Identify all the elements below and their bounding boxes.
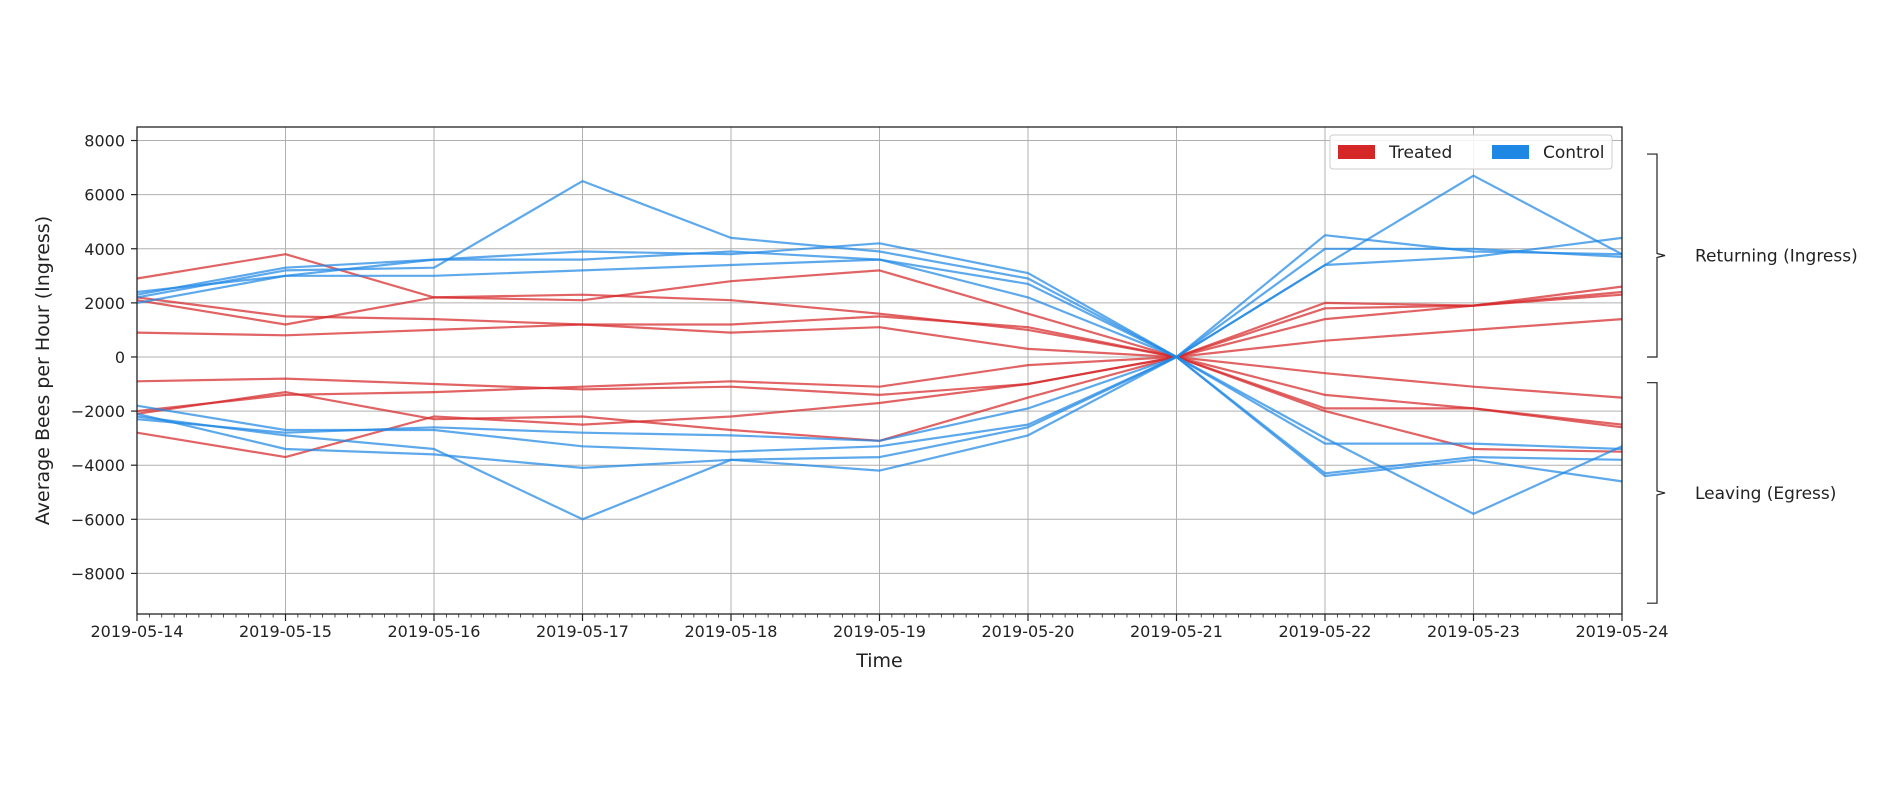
series-line-treated-2 — [136, 293, 1623, 359]
series-line-treated-4 — [136, 318, 1623, 359]
series-lines — [136, 174, 1623, 521]
x-tick-label: 2019-05-16 — [388, 622, 481, 641]
y-tick-label: 6000 — [84, 186, 125, 205]
series-line-treated-3 — [136, 290, 1623, 359]
y-tick-label: 2000 — [84, 294, 125, 313]
leaving-brace — [1647, 382, 1666, 604]
series-line-control-12 — [136, 236, 1623, 359]
legend-swatch-control — [1492, 145, 1529, 159]
y-tick-label: 4000 — [84, 240, 125, 259]
x-tick-label: 2019-05-15 — [239, 622, 332, 641]
legend-box — [1329, 134, 1613, 170]
y-tick-label: −6000 — [71, 510, 125, 529]
series-line-control-9 — [136, 234, 1623, 359]
y-tick-label: 8000 — [84, 132, 125, 151]
x-tick-label: 2019-05-20 — [982, 622, 1075, 641]
x-axis-label: Time — [855, 650, 903, 672]
y-tick-label: 0 — [115, 348, 125, 367]
y-axis-label: Average Bees per Hour (Ingress) — [32, 216, 54, 525]
x-axis: 2019-05-14 2019-05-15 2019-05-16 2019-05-17… — [91, 614, 1669, 641]
series-line-control-14 — [136, 355, 1623, 483]
grid — [136, 127, 1623, 614]
legend: Treated Control — [1329, 134, 1613, 170]
legend-label-control: Control — [1543, 143, 1604, 163]
series-line-treated-5 — [136, 355, 1623, 399]
series-line-control-15 — [136, 355, 1623, 521]
group-braces: Returning (Ingress) Leaving (Egress) — [1647, 153, 1858, 604]
series-line-treated-6 — [136, 355, 1623, 426]
returning-ingress-label: Returning (Ingress) — [1695, 247, 1858, 267]
series-line-control-16 — [136, 355, 1623, 475]
x-tick-label: 2019-05-23 — [1427, 622, 1520, 641]
x-tick-label: 2019-05-21 — [1130, 622, 1223, 641]
series-line-treated-1 — [136, 253, 1623, 359]
leaving-egress-label: Leaving (Egress) — [1695, 484, 1836, 504]
x-tick-label: 2019-05-14 — [91, 622, 184, 641]
returning-brace — [1647, 153, 1666, 358]
series-line-control-10 — [136, 180, 1623, 359]
x-tick-label: 2019-05-22 — [1279, 622, 1372, 641]
x-minor-ticks — [148, 614, 1611, 618]
y-tick-label: −8000 — [71, 564, 125, 583]
x-tick-label: 2019-05-17 — [536, 622, 629, 641]
x-tick-label: 2019-05-24 — [1576, 622, 1669, 641]
x-tick-label: 2019-05-19 — [833, 622, 926, 641]
x-tick-label: 2019-05-18 — [685, 622, 778, 641]
y-axis: −8000 −6000 −4000 −2000 0 2000 4000 6000 8000 — [71, 132, 137, 583]
legend-swatch-treated — [1338, 145, 1375, 159]
y-tick-label: −4000 — [71, 456, 125, 475]
y-tick-label: −2000 — [71, 402, 125, 421]
legend-label-treated: Treated — [1388, 143, 1452, 163]
